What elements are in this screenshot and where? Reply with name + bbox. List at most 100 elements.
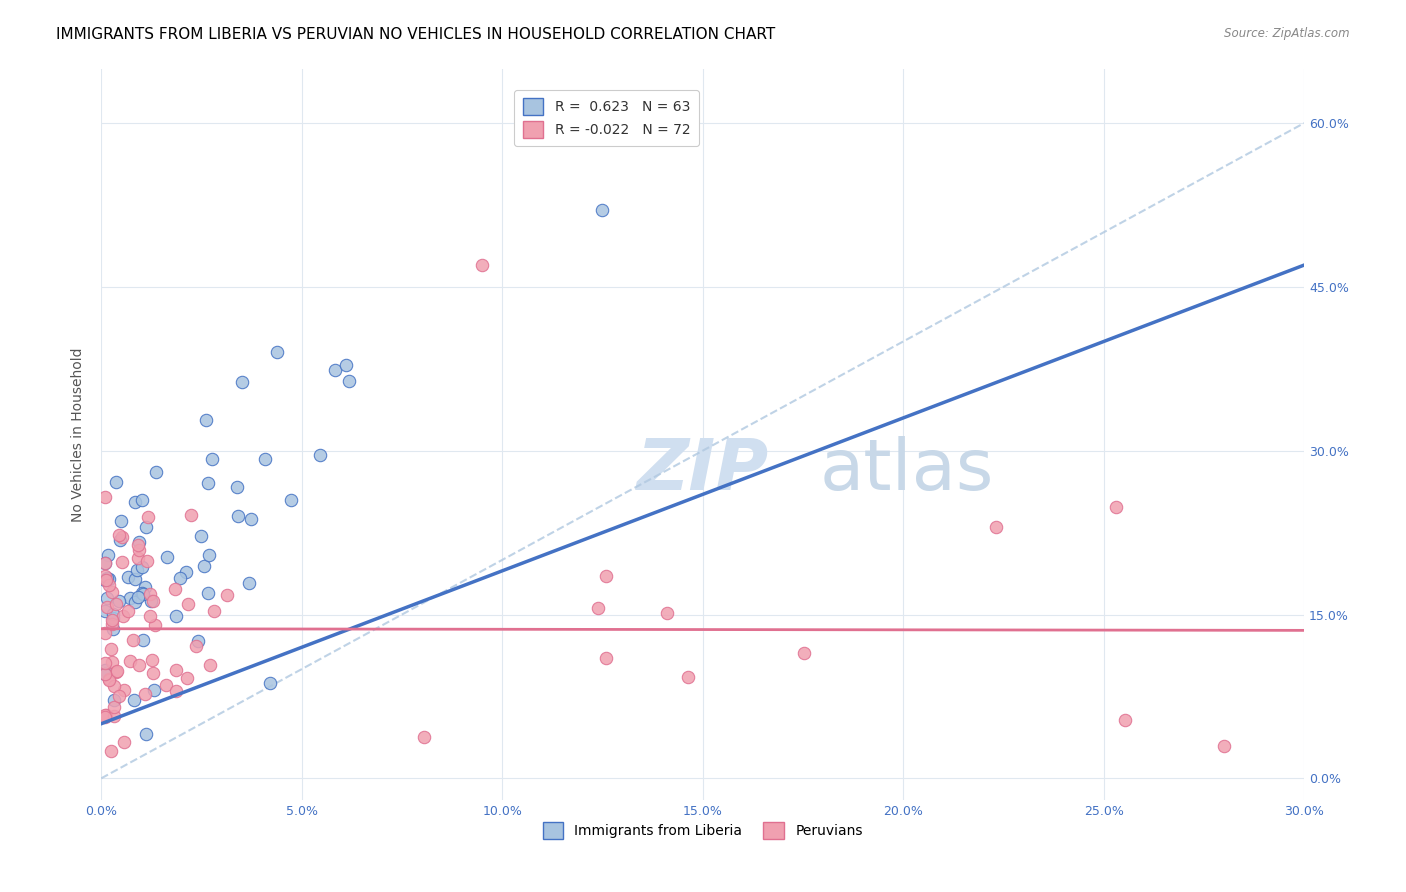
Immigrants from Liberia (337, 374, 360, 388)
Immigrants from Liberia (197, 476, 219, 491)
Peruvians (165, 684, 187, 698)
Peruvians (655, 606, 678, 620)
Immigrants from Liberia (239, 512, 262, 526)
Immigrants from Liberia (124, 595, 146, 609)
Immigrants from Liberia (225, 480, 247, 494)
Immigrants from Liberia (254, 451, 277, 466)
Peruvians (127, 538, 149, 552)
Peruvians (105, 665, 128, 679)
Immigrants from Liberia (187, 634, 209, 648)
Peruvians (142, 594, 165, 608)
Immigrants from Liberia (120, 591, 142, 605)
Peruvians (111, 555, 134, 569)
Peruvians (984, 520, 1007, 534)
Immigrants from Liberia (131, 559, 153, 574)
Peruvians (163, 582, 186, 596)
Immigrants from Liberia (231, 375, 253, 389)
Peruvians (176, 597, 198, 611)
Immigrants from Liberia (259, 676, 281, 690)
Peruvians (94, 657, 117, 671)
Peruvians (155, 678, 177, 692)
Immigrants from Liberia (143, 683, 166, 698)
Text: atlas: atlas (820, 436, 994, 506)
Peruvians (101, 617, 124, 632)
Immigrants from Liberia (101, 611, 124, 625)
Immigrants from Liberia (96, 571, 118, 585)
Immigrants from Liberia (266, 344, 288, 359)
Peruvians (104, 665, 127, 679)
Immigrants from Liberia (193, 558, 215, 573)
Peruvians (94, 667, 117, 681)
Immigrants from Liberia (94, 604, 117, 618)
Immigrants from Liberia (280, 492, 302, 507)
Text: IMMIGRANTS FROM LIBERIA VS PERUVIAN NO VEHICLES IN HOUSEHOLD CORRELATION CHART: IMMIGRANTS FROM LIBERIA VS PERUVIAN NO V… (56, 27, 776, 42)
Peruvians (142, 665, 165, 680)
Peruvians (595, 568, 617, 582)
Immigrants from Liberia (335, 358, 357, 372)
Immigrants from Liberia (94, 557, 117, 571)
Immigrants from Liberia (194, 412, 217, 426)
Immigrants from Liberia (101, 607, 124, 621)
Immigrants from Liberia (132, 632, 155, 647)
Peruvians (136, 554, 159, 568)
Immigrants from Liberia (197, 548, 219, 562)
Immigrants from Liberia (97, 572, 120, 586)
Peruvians (198, 657, 221, 672)
Immigrants from Liberia (97, 548, 120, 562)
Immigrants from Liberia (127, 590, 149, 604)
Immigrants from Liberia (108, 533, 131, 548)
Peruvians (94, 573, 117, 587)
Peruvians (108, 689, 131, 703)
Peruvians (595, 651, 617, 665)
Peruvians (1114, 713, 1136, 727)
Text: ZIP: ZIP (637, 436, 769, 506)
Text: Source: ZipAtlas.com: Source: ZipAtlas.com (1225, 27, 1350, 40)
Immigrants from Liberia (323, 363, 346, 377)
Immigrants from Liberia (103, 693, 125, 707)
Peruvians (112, 682, 135, 697)
Immigrants from Liberia (94, 663, 117, 677)
Immigrants from Liberia (96, 591, 118, 606)
Peruvians (215, 588, 238, 602)
Immigrants from Liberia (94, 666, 117, 681)
Peruvians (94, 708, 117, 723)
Peruvians (97, 577, 120, 591)
Immigrants from Liberia (122, 693, 145, 707)
Peruvians (101, 584, 124, 599)
Immigrants from Liberia (156, 549, 179, 564)
Peruvians (101, 613, 124, 627)
Immigrants from Liberia (127, 563, 149, 577)
Peruvians (139, 587, 162, 601)
Peruvians (121, 632, 143, 647)
Peruvians (100, 642, 122, 657)
Immigrants from Liberia (110, 515, 132, 529)
Immigrants from Liberia (128, 535, 150, 549)
Peruvians (136, 509, 159, 524)
Peruvians (103, 679, 125, 693)
Immigrants from Liberia (124, 494, 146, 508)
Immigrants from Liberia (131, 586, 153, 600)
Legend: Immigrants from Liberia, Peruvians: Immigrants from Liberia, Peruvians (537, 816, 869, 845)
Peruvians (412, 730, 434, 744)
Immigrants from Liberia (105, 475, 128, 490)
Immigrants from Liberia (201, 452, 224, 467)
Immigrants from Liberia (145, 465, 167, 479)
Peruvians (96, 599, 118, 614)
Peruvians (107, 528, 129, 542)
Peruvians (676, 670, 699, 684)
Peruvians (141, 653, 163, 667)
Peruvians (1212, 739, 1234, 753)
Peruvians (118, 654, 141, 668)
Immigrants from Liberia (117, 569, 139, 583)
Immigrants from Liberia (103, 622, 125, 636)
Immigrants from Liberia (141, 594, 163, 608)
Peruvians (111, 530, 134, 544)
Immigrants from Liberia (591, 203, 613, 218)
Immigrants from Liberia (108, 594, 131, 608)
Immigrants from Liberia (134, 580, 156, 594)
Peruvians (94, 707, 117, 722)
Peruvians (112, 609, 135, 624)
Immigrants from Liberia (135, 520, 157, 534)
Peruvians (94, 569, 117, 583)
Immigrants from Liberia (176, 565, 198, 579)
